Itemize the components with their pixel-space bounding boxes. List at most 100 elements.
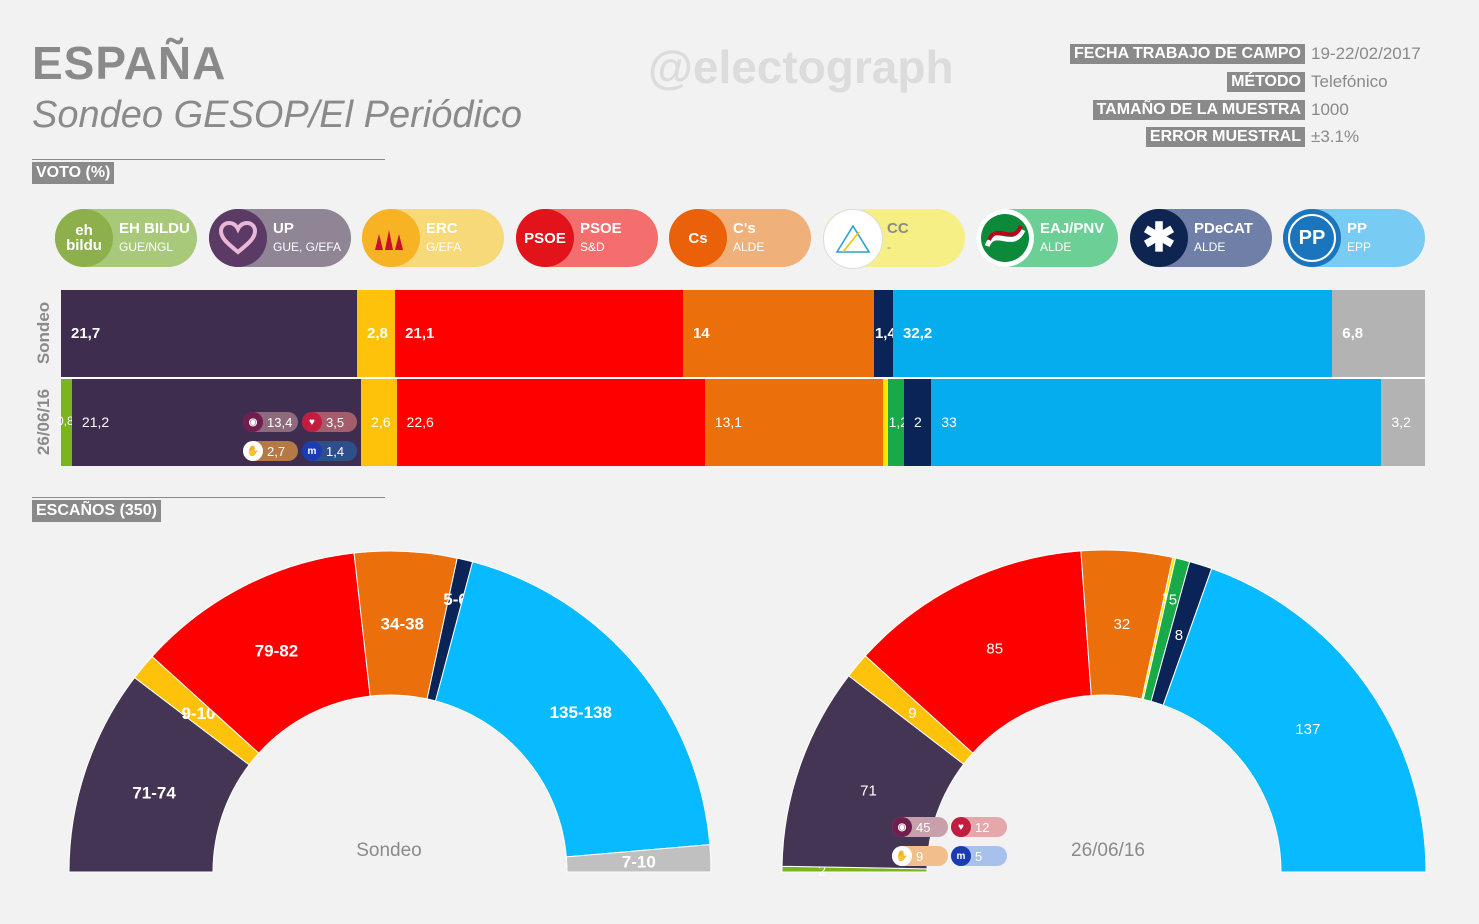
hemicycle-slice-label: 85 — [986, 641, 1003, 658]
hemicycle-slice-label: 9-10 — [181, 704, 215, 723]
bar-segment-pp — [893, 290, 1333, 377]
party-mini-icon: ♥ — [951, 817, 971, 837]
hemicycle-label-sondeo: Sondeo — [356, 840, 422, 861]
party-mini-icon: ◉ — [243, 412, 263, 432]
party-name: PDeCAT — [1194, 220, 1253, 237]
party-name: ERC — [426, 220, 458, 237]
bar-segment-pdecat — [873, 290, 894, 377]
party-group: ALDE — [1194, 240, 1226, 254]
hemicycle-slice-label: 5 — [1169, 592, 1177, 609]
bar-value-label: 21,1 — [405, 324, 435, 342]
party-pill-eh-bildu: eh bildu EH BILDU GUE/NGL — [55, 209, 197, 267]
bar-segment-others — [1381, 379, 1425, 466]
bar-segment-pp — [931, 379, 1382, 466]
up-breakdown-badge: ♥ 3,5 — [302, 412, 357, 432]
bar-value-label: 21,7 — [71, 324, 101, 342]
meta-value: 19-22/02/2017 — [1311, 44, 1421, 63]
page-subtitle: Sondeo GESOP/El Periódico — [32, 94, 523, 136]
meta-key: TAMAÑO DE LA MUESTRA — [1092, 100, 1305, 120]
bar-value-label: 22,6 — [406, 413, 434, 430]
bar-value-label: 2,6 — [371, 413, 391, 430]
meta-value: 1000 — [1311, 100, 1349, 119]
bar-value-label: 33 — [941, 413, 957, 430]
bar-segment-erc — [356, 290, 396, 377]
up-seat-breakdown-badge: ◉ 45 — [892, 817, 948, 837]
up-breakdown-badge: ✋ 2,7 — [243, 441, 298, 461]
party-logo-icon — [362, 209, 420, 267]
section-label-vote: VOTO (%) — [32, 162, 115, 184]
hemicycle-slice-label: 8 — [1175, 627, 1183, 644]
watermark: @electograph — [648, 41, 954, 93]
party-name: C's — [733, 220, 756, 237]
hemicycle-slice-label: 32 — [1114, 616, 1131, 633]
meta-method: MÉTODO Telefónico — [1227, 71, 1421, 93]
hemicycle-slice-pp — [1162, 567, 1427, 873]
hemicycle-slice-label: 79-82 — [255, 641, 298, 660]
bar-row-divider — [61, 377, 1425, 379]
party-pill-pp: PP PP EPP — [1283, 209, 1425, 267]
party-name: CC — [887, 220, 909, 237]
party-group: ALDE — [733, 240, 765, 254]
meta-key: FECHA TRABAJO DE CAMPO — [1070, 44, 1305, 64]
party-logo-icon: ✱ — [1130, 209, 1188, 267]
bar-segment-erc — [361, 379, 397, 466]
party-logo-icon — [976, 209, 1034, 267]
meta-key: MÉTODO — [1227, 72, 1305, 92]
party-mini-icon: ◉ — [892, 817, 912, 837]
party-pill-eaj-pnv: EAJ/PNV ALDE — [976, 209, 1118, 267]
party-pill-pdecat: ✱ PDeCAT ALDE — [1130, 209, 1272, 267]
meta-value: Telefónico — [1311, 72, 1388, 91]
hemicycle-slice-label: 137 — [1295, 721, 1320, 738]
hemicycle-slice-label: 71 — [860, 783, 877, 800]
hemicycle-slice-label: 2 — [818, 862, 826, 879]
bar-segment-up — [61, 290, 357, 377]
party-logo-icon: PSOE — [516, 209, 574, 267]
party-logo-icon — [823, 209, 883, 269]
party-mini-icon: ✋ — [892, 846, 912, 866]
up-breakdown-badge: m 1,4 — [302, 441, 357, 461]
hemicycle-slice-others — [565, 844, 712, 873]
meta-error: ERROR MUESTRAL ±3.1% — [1145, 126, 1421, 148]
meta-value: ±3.1% — [1311, 127, 1360, 146]
party-pill-c-s: Cs C's ALDE — [669, 209, 811, 267]
party-logo-icon: PP — [1283, 209, 1341, 267]
bar-segment-psoe — [395, 290, 683, 377]
meta-fieldwork: FECHA TRABAJO DE CAMPO 19-22/02/2017 — [1070, 43, 1421, 65]
bar-segment-c-s — [704, 379, 884, 466]
hemicycle-slice-label: 135-138 — [550, 703, 612, 722]
badge-value: 13,4 — [267, 414, 293, 430]
bar-segment-eh-bildu — [61, 379, 72, 466]
party-name: PP — [1347, 220, 1368, 237]
badge-value: 3,5 — [326, 414, 345, 430]
party-group: GUE, G/EFA — [273, 240, 342, 254]
party-mini-icon: ♥ — [302, 412, 322, 432]
bar-segment-pdecat — [903, 379, 932, 466]
bar-segment-c-s — [682, 290, 874, 377]
meta-key: ERROR MUESTRAL — [1145, 127, 1305, 147]
hemicycle-slice-label: 9 — [908, 705, 916, 722]
bar-value-label: 6,8 — [1342, 324, 1364, 342]
party-mini-icon: m — [302, 441, 322, 461]
badge-value: 9 — [916, 848, 924, 864]
party-group: GUE/NGL — [119, 240, 174, 254]
bar-value-label: 32,2 — [903, 324, 933, 342]
section-label-seats: ESCAÑOS (350) — [32, 500, 161, 522]
badge-value: 12 — [975, 819, 990, 835]
hemicycle-slice-label: 7-10 — [622, 852, 656, 871]
party-name: EH BILDU — [119, 220, 190, 237]
party-pill-erc: ERC G/EFA — [362, 209, 504, 267]
party-pill-cc: CC - — [823, 209, 965, 269]
bar-value-label: 2 — [913, 413, 922, 430]
party-group: ALDE — [1040, 240, 1072, 254]
meta-sample-size: TAMAÑO DE LA MUESTRA 1000 — [1092, 99, 1421, 121]
bar-value-label: 0,8 — [57, 413, 74, 428]
badge-value: 1,4 — [326, 443, 345, 459]
party-group: S&D — [580, 240, 605, 254]
up-breakdown-badge: ◉ 13,4 — [243, 412, 298, 432]
hemicycle-slice-label: 34-38 — [381, 614, 424, 633]
section-divider — [32, 159, 385, 160]
party-name: EAJ/PNV — [1040, 220, 1105, 237]
badge-value: 2,7 — [267, 443, 286, 459]
party-mini-icon: m — [951, 846, 971, 866]
